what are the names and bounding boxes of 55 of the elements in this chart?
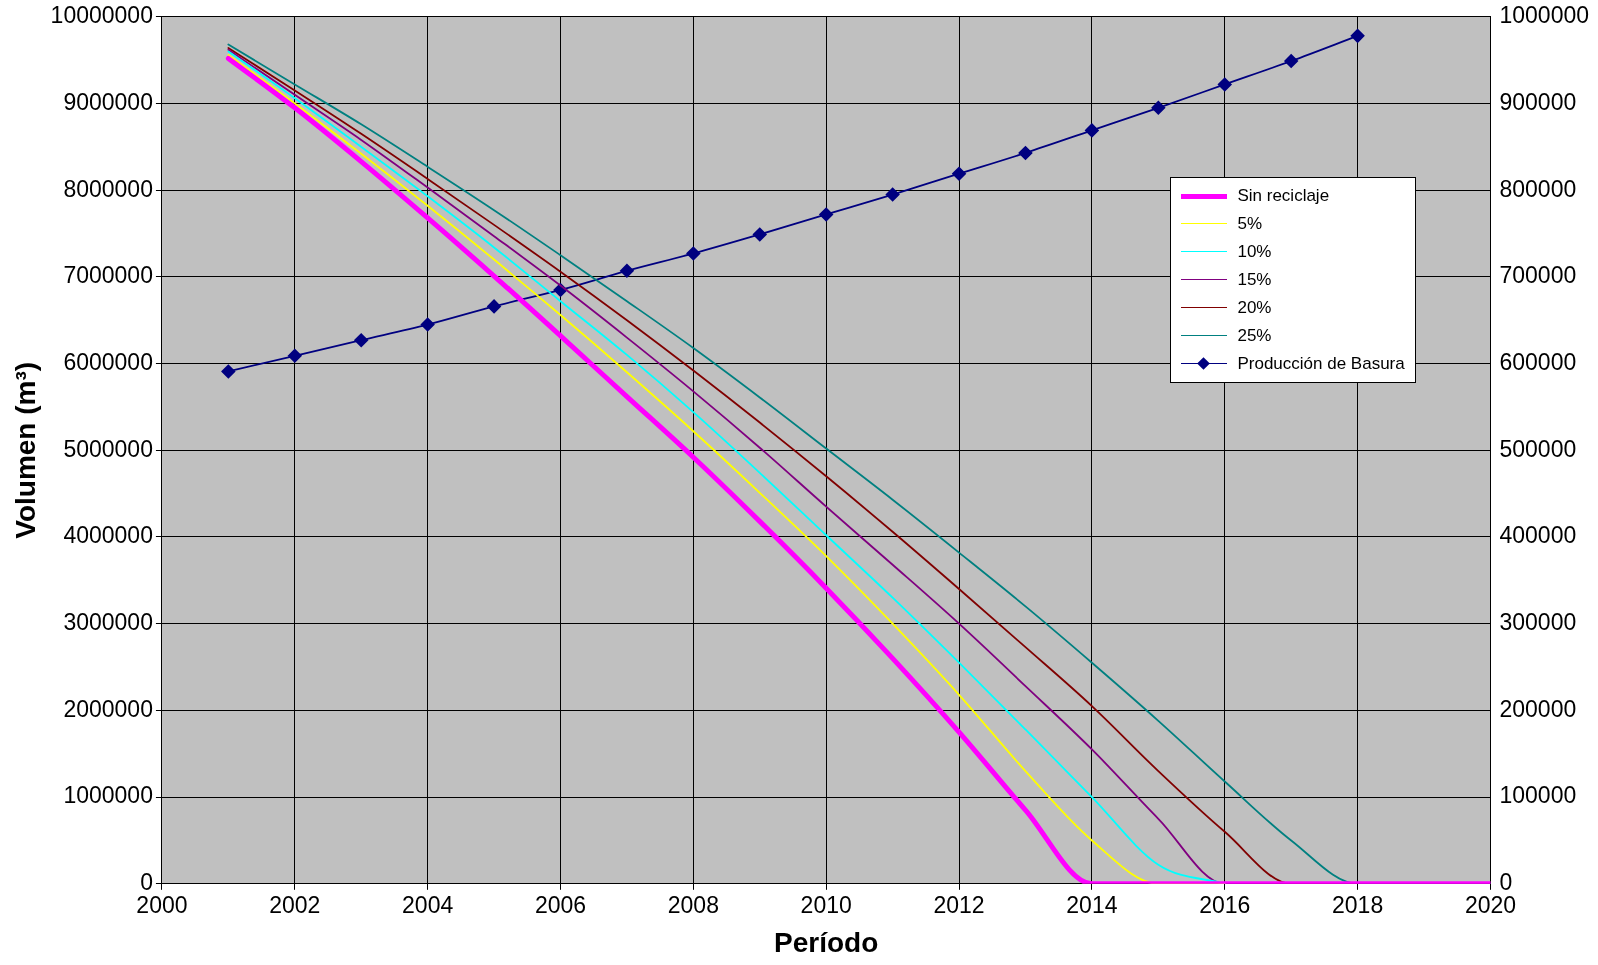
y2-tick-label: 900000	[1499, 88, 1577, 115]
point	[1350, 28, 1365, 43]
y-tick-label: 4000000	[63, 522, 153, 549]
x-tick-label: 2006	[534, 891, 587, 918]
y2-tick-label: 400000	[1499, 522, 1577, 549]
y2-tick-label: 1000000	[1499, 2, 1590, 29]
point	[686, 246, 701, 261]
x-tick-label: 2002	[269, 891, 321, 918]
x-tick-label: 2004	[402, 891, 454, 918]
y2-tick-label: 800000	[1499, 175, 1577, 202]
y2-tick-label: 700000	[1499, 262, 1577, 289]
y-axis-title: Volumen (m³)	[9, 361, 41, 539]
x-tick-label: 2018	[1332, 891, 1384, 918]
point	[620, 263, 634, 278]
legend-label: 15%	[1237, 270, 1272, 291]
x-tick-label: 2008	[667, 891, 719, 918]
legend-label: Producción de Basura	[1237, 354, 1405, 375]
point	[287, 348, 302, 363]
legend-label: 5%	[1237, 214, 1263, 235]
x-tick-label: 2014	[1066, 891, 1118, 918]
y-tick-label: 8000000	[63, 175, 153, 202]
x-tick-label: 2012	[933, 891, 985, 918]
point	[221, 364, 236, 379]
point	[1217, 77, 1232, 92]
legend-label: 20%	[1237, 298, 1272, 319]
legend-label: 10%	[1237, 242, 1272, 263]
point	[885, 187, 900, 202]
y2-tick-label: 100000	[1499, 782, 1577, 809]
point	[1085, 123, 1099, 138]
point	[420, 317, 435, 332]
legend-label: 25%	[1237, 326, 1272, 347]
x-axis-title: Período	[774, 926, 879, 958]
y-tick-label: 5000000	[63, 435, 153, 462]
legend-label: Sin reciclaje	[1237, 186, 1330, 207]
y-tick-label: 7000000	[63, 262, 153, 289]
y-tick-label: 9000000	[63, 88, 153, 115]
y-tick-label: 1000000	[63, 782, 153, 809]
y2-tick-label: 600000	[1499, 348, 1577, 375]
y-tick-label: 3000000	[63, 609, 153, 636]
y2-tick-label: 300000	[1499, 609, 1577, 636]
point	[952, 166, 966, 181]
y2-tick-label: 200000	[1499, 695, 1577, 722]
y2-tick-label: 500000	[1499, 435, 1577, 462]
point	[1151, 100, 1166, 115]
y-tick-label: 10000000	[50, 2, 153, 29]
point	[819, 207, 834, 222]
point	[752, 227, 767, 242]
point	[1018, 146, 1033, 160]
point	[354, 333, 369, 348]
x-tick-label: 2016	[1199, 891, 1251, 918]
x-tick-label: 2010	[800, 891, 852, 918]
point	[1284, 54, 1299, 68]
point	[487, 299, 501, 314]
y-tick-label: 2000000	[63, 695, 153, 722]
y-tick-label: 6000000	[63, 348, 153, 375]
